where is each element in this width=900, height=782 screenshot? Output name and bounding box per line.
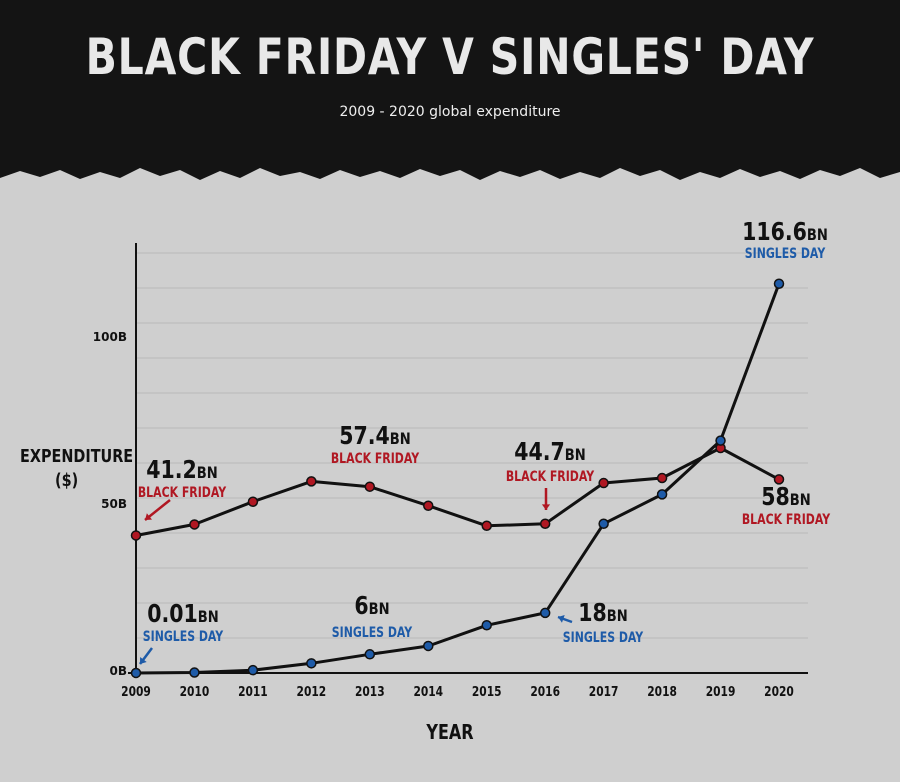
annotation-value: 44.7BN bbox=[514, 438, 586, 466]
x-tick-label: 2011 bbox=[238, 684, 268, 699]
x-tick-label: 2018 bbox=[647, 684, 677, 699]
annotation-label: SINGLES DAY bbox=[563, 629, 644, 646]
y-tick-label: 0B bbox=[110, 664, 128, 678]
annotation-value: 41.2BN bbox=[146, 456, 218, 484]
black-friday-point bbox=[130, 530, 142, 541]
x-tick-label: 2016 bbox=[530, 684, 560, 699]
x-tick-label: 2019 bbox=[706, 684, 736, 699]
x-tick-label: 2010 bbox=[180, 684, 210, 699]
annotation-value: 116.6BN bbox=[742, 218, 828, 246]
annotation-number: 58 bbox=[761, 483, 790, 511]
singles-day-point bbox=[247, 664, 259, 676]
annotation-number: 18 bbox=[578, 599, 607, 627]
header-banner: BLACK FRIDAY V SINGLES' DAY 2009 - 2020 … bbox=[0, 0, 900, 185]
y-tick-label: 50B bbox=[101, 497, 127, 511]
series-line-singles-day bbox=[135, 283, 781, 675]
black-friday-point bbox=[481, 520, 492, 532]
annotation-label: BLACK FRIDAY bbox=[138, 484, 227, 501]
annotation-number: 116.6 bbox=[742, 218, 807, 246]
y-tick-label: 100B bbox=[93, 330, 127, 344]
singles-day-point bbox=[715, 435, 726, 446]
singles-day-point bbox=[481, 620, 492, 631]
chart-title: BLACK FRIDAY V SINGLES' DAY bbox=[85, 28, 815, 86]
x-tick-label: 2014 bbox=[413, 684, 443, 699]
annotation-number: 41.2 bbox=[146, 456, 197, 484]
annotation-singles-day: 6BN SINGLES DAY bbox=[332, 592, 413, 640]
y-axis-label-line2: ($) bbox=[55, 470, 79, 491]
x-tick-label: 2012 bbox=[297, 684, 327, 699]
annotation-label: BLACK FRIDAY bbox=[742, 511, 831, 528]
x-tick-label: 2020 bbox=[764, 684, 794, 699]
singles-day-point bbox=[539, 607, 551, 619]
grid-lines bbox=[136, 252, 808, 639]
annotation-unit: BN bbox=[607, 607, 628, 626]
annotation-label: SINGLES DAY bbox=[745, 245, 826, 262]
annotation-value: 58BN bbox=[761, 483, 811, 511]
black-friday-point bbox=[539, 518, 551, 530]
header-background bbox=[0, 0, 900, 180]
annotation-unit: BN bbox=[565, 446, 586, 465]
singles-day-point bbox=[423, 640, 434, 652]
annotation-value: 6BN bbox=[354, 592, 389, 620]
annotation-arrowhead bbox=[140, 657, 147, 664]
annotation-number: 0.01 bbox=[147, 600, 198, 628]
axes: 2009 2010 2011 2012 2013 2014 2015 2016 2017 2018… bbox=[93, 243, 808, 745]
singles-day-point bbox=[364, 649, 376, 660]
black-friday-point bbox=[773, 474, 785, 485]
annotation-label: BLACK FRIDAY bbox=[331, 450, 420, 467]
black-friday-point bbox=[364, 481, 376, 492]
annotation-singles-day: 18BN SINGLES DAY bbox=[557, 599, 644, 646]
singles-day-point bbox=[130, 667, 142, 679]
annotation-number: 44.7 bbox=[514, 438, 565, 466]
x-tick-label: 2017 bbox=[589, 684, 619, 699]
singles-day-point bbox=[598, 518, 609, 530]
annotation-unit: BN bbox=[390, 430, 411, 449]
annotation-value: 0.01BN bbox=[147, 600, 219, 628]
annotation-value: 57.4BN bbox=[339, 422, 411, 450]
chart-subtitle: 2009 - 2020 global expenditure bbox=[339, 104, 561, 120]
singles-day-point bbox=[306, 658, 317, 669]
black-friday-point bbox=[189, 519, 200, 530]
annotation-number: 57.4 bbox=[339, 422, 390, 450]
black-friday-point bbox=[598, 477, 609, 489]
annotation-label: BLACK FRIDAY bbox=[506, 468, 595, 485]
black-friday-point bbox=[423, 500, 434, 511]
annotation-black-friday: 44.7BN BLACK FRIDAY bbox=[506, 438, 595, 510]
annotation-unit: BN bbox=[369, 600, 390, 619]
x-tick-label: 2009 bbox=[121, 684, 151, 699]
annotation-label: SINGLES DAY bbox=[143, 628, 224, 645]
x-tick-label: 2013 bbox=[355, 684, 385, 699]
series-line-black-friday bbox=[135, 446, 780, 537]
annotation-arrowhead bbox=[558, 615, 565, 623]
x-tick-label: 2015 bbox=[472, 684, 502, 699]
black-friday-point bbox=[306, 476, 317, 487]
x-axis-label: YEAR bbox=[426, 721, 474, 744]
annotation-unit: BN bbox=[197, 464, 218, 483]
annotation-arrowhead bbox=[145, 513, 152, 520]
annotation-number: 6 bbox=[354, 592, 368, 620]
singles-day-point bbox=[656, 489, 668, 500]
annotation-value: 18BN bbox=[578, 599, 628, 627]
black-friday-point bbox=[247, 496, 259, 507]
annotation-unit: BN bbox=[807, 226, 828, 245]
y-axis-label-line1: EXPENDITURE bbox=[20, 446, 134, 467]
annotation-arrowhead bbox=[541, 504, 551, 510]
singles-day-point bbox=[189, 667, 200, 678]
annotation-label: SINGLES DAY bbox=[332, 624, 413, 641]
series-lines bbox=[130, 278, 785, 679]
black-friday-point bbox=[656, 472, 668, 484]
annotation-unit: BN bbox=[198, 608, 219, 627]
singles-day-point bbox=[773, 278, 785, 289]
annotation-unit: BN bbox=[790, 491, 811, 510]
